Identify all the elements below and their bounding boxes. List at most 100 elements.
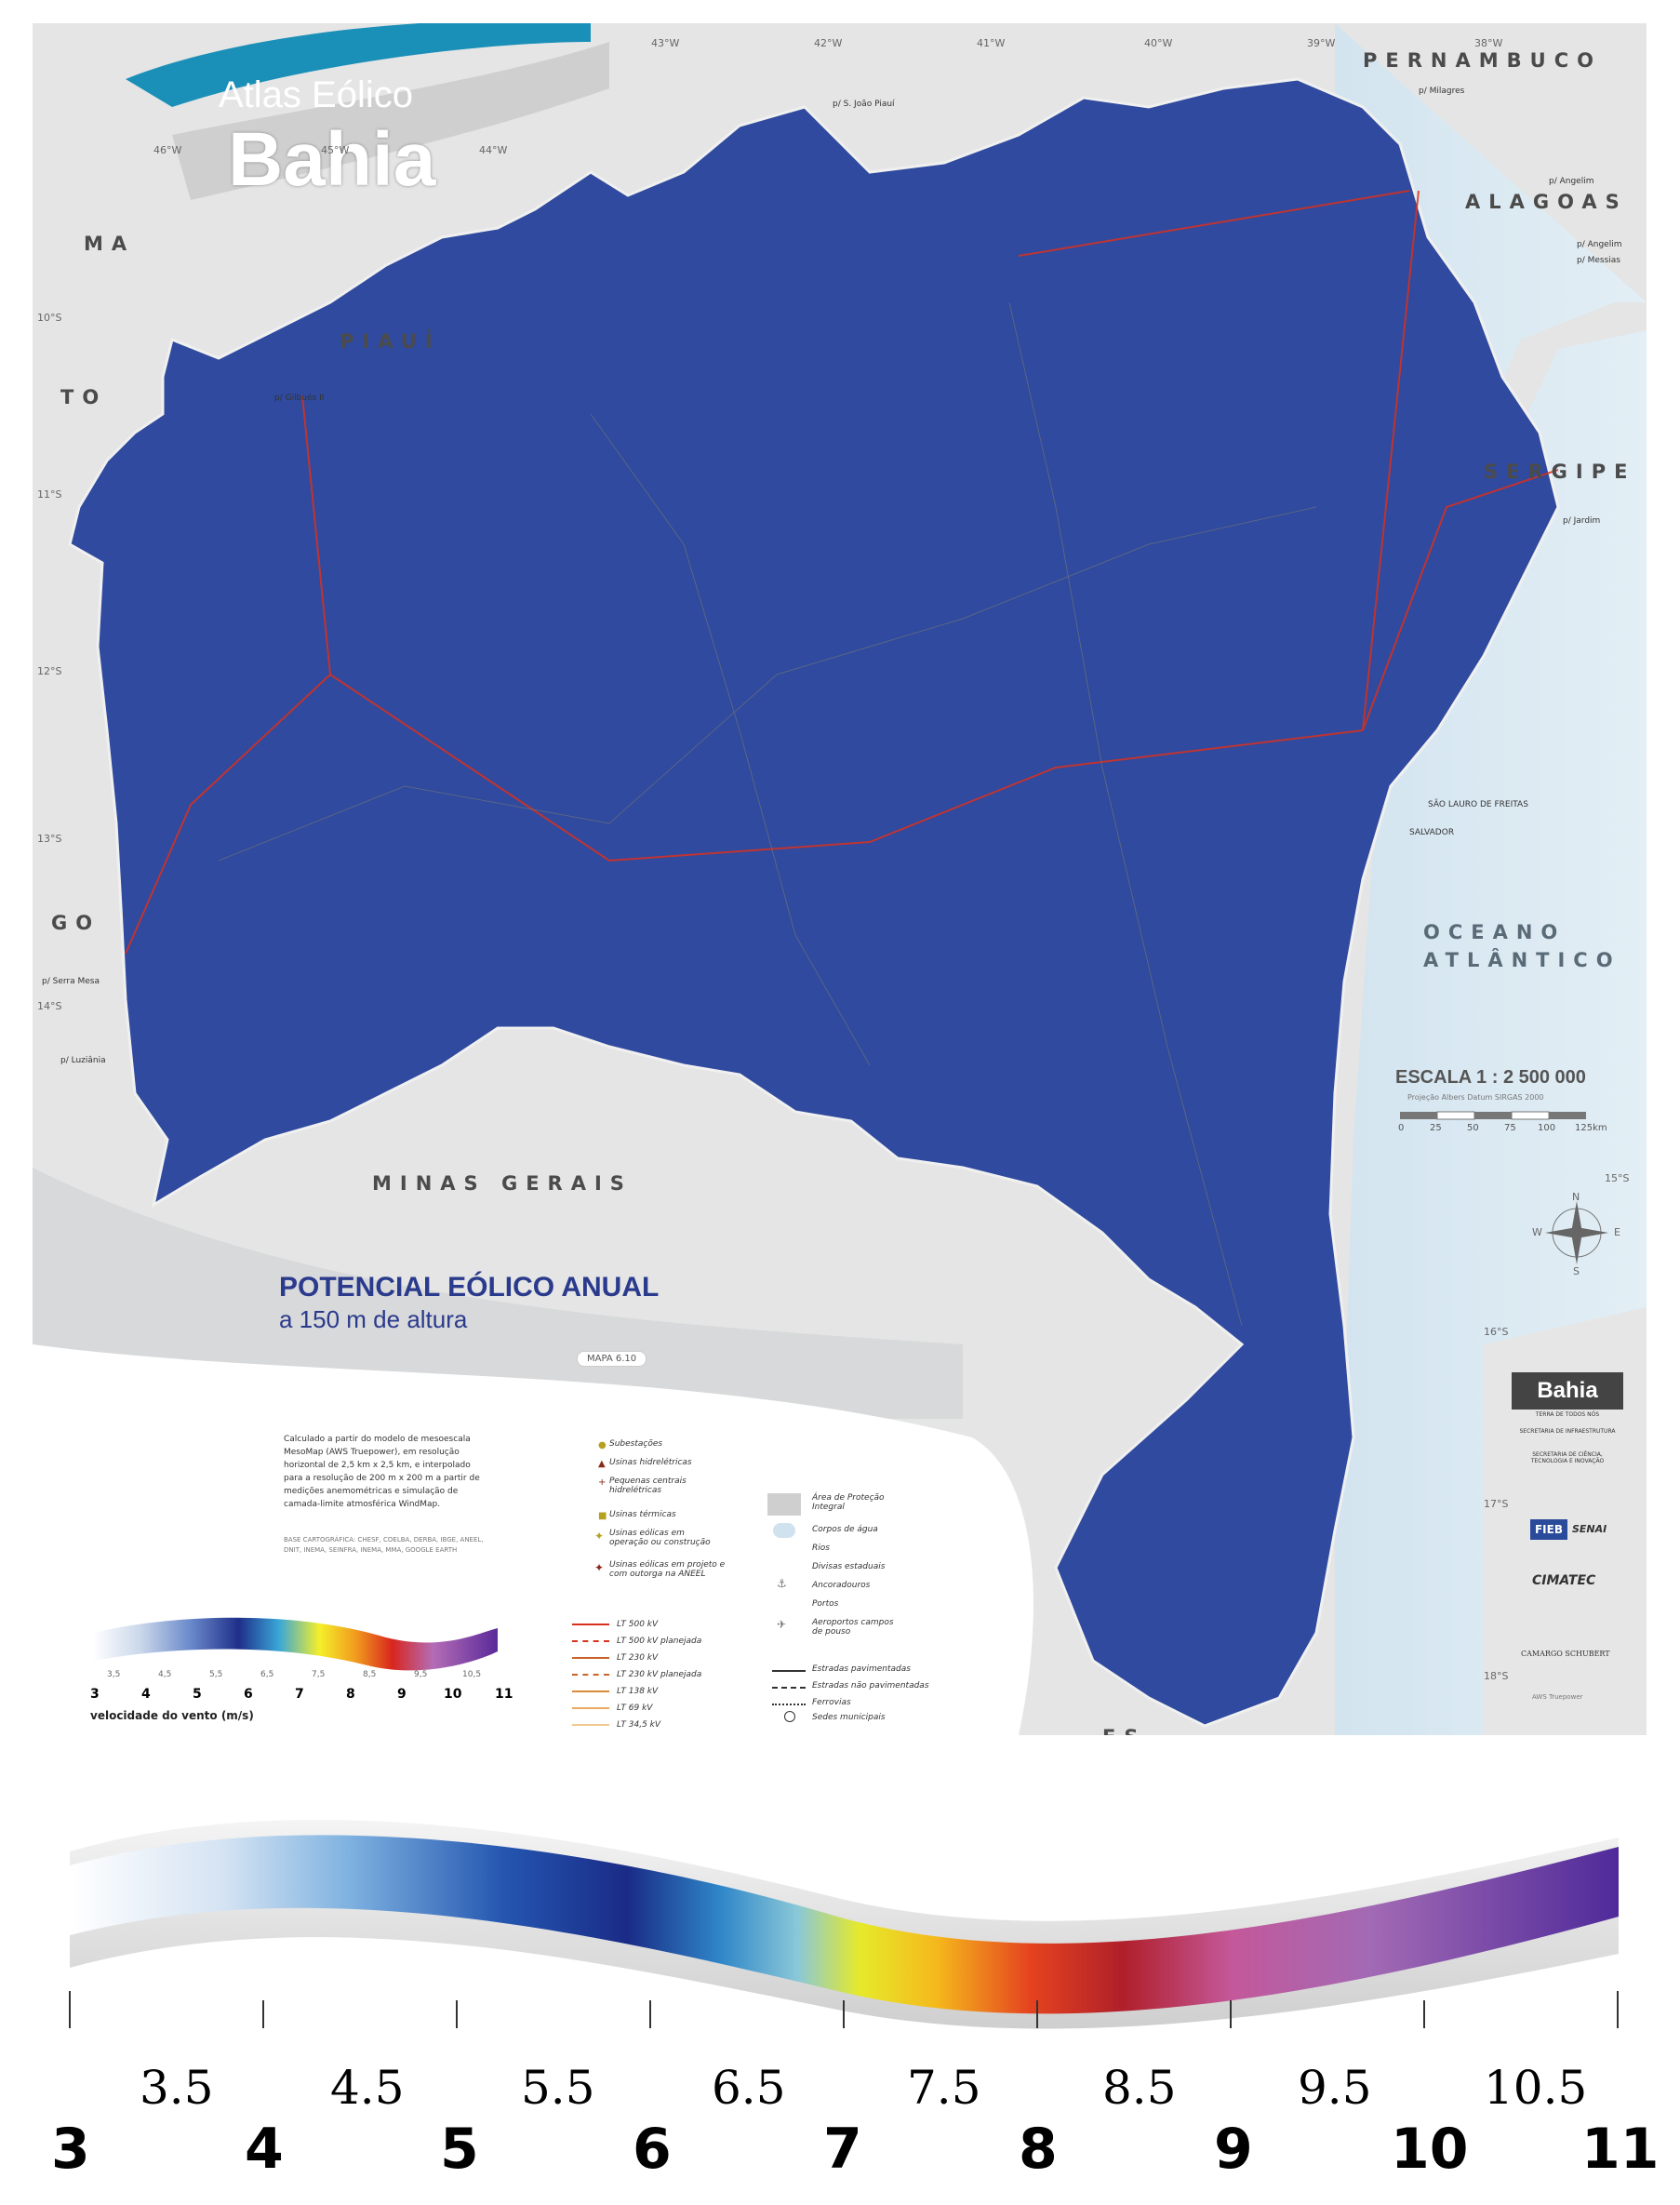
big-minor-tick: 3.5	[140, 2061, 214, 2115]
line-legend: LT 500 kV LT 500 kV planejada LT 230 kV …	[572, 1616, 701, 1733]
description-text: Calculado a partir do modelo de mesoesca…	[284, 1435, 480, 1509]
border-link: p/ Angelim	[1549, 177, 1594, 186]
big-major-tick: 8	[1019, 2117, 1058, 2182]
compass-rose	[1545, 1201, 1608, 1264]
wind-turbine-icon: ✦	[594, 1530, 605, 1543]
big-major-tick: 5	[440, 2117, 479, 2182]
scale-tick: 25	[1430, 1123, 1442, 1133]
legend-railways: Ferrovias	[812, 1698, 851, 1707]
line-label: LT 500 kV planejada	[617, 1637, 702, 1646]
line-legend-item: LT 34,5 kV	[572, 1717, 701, 1733]
big-minor-tick: 7.5	[907, 2061, 981, 2115]
line-legend-item: LT 230 kV	[572, 1650, 701, 1666]
line-legend-item: LT 69 kV	[572, 1700, 701, 1717]
border-link: p/ Jardim	[1563, 516, 1601, 526]
major-tick: 6	[244, 1687, 253, 1702]
lon-label: 45°W	[321, 144, 350, 156]
enlarged-colorbar	[69, 1820, 1619, 2029]
bahia-logo: Bahia	[1512, 1372, 1623, 1410]
small-colorbar-minor: 3,5 4,5 5,5 6,5 7,5 8,5 9,5 10,5	[90, 1670, 500, 1689]
map-poster: Atlas Eólico Bahia PERNAMBUCO ALAGOAS SE…	[33, 23, 1647, 1735]
lon-label: 40°W	[1144, 37, 1173, 49]
big-minor-tick: 5.5	[521, 2061, 595, 2115]
line-label: LT 138 kV	[617, 1687, 659, 1696]
lat-label: 16°S	[1484, 1326, 1509, 1338]
city-salvador: SALVADOR	[1409, 828, 1455, 837]
border-link: p/ Gilbués II	[274, 394, 325, 403]
border-link: p/ Milagres	[1419, 87, 1465, 96]
scale-tick: 50	[1467, 1123, 1479, 1133]
scale-note: Projeção Albers Datum SIRGAS 2000	[1407, 1093, 1544, 1102]
legend-wind-project: Usinas eólicas em projeto e com outorga …	[609, 1560, 726, 1579]
minor-tick: 10,5	[462, 1670, 482, 1679]
lon-label: 39°W	[1307, 37, 1336, 49]
big-minor-tick: 8.5	[1102, 2061, 1177, 2115]
aws-logo: AWS Truepower	[1532, 1693, 1583, 1701]
scale-tick: 0	[1398, 1123, 1405, 1133]
lat-label: 11°S	[37, 488, 62, 501]
legend-unpaved-roads: Estradas não pavimentadas	[812, 1681, 929, 1690]
minor-tick: 9,5	[414, 1670, 428, 1679]
state-piaui: PIAUÍ	[340, 330, 441, 353]
major-tick: 11	[495, 1687, 513, 1702]
line-swatch	[572, 1674, 609, 1676]
scale-label: ESCALA 1 : 2 500 000	[1395, 1067, 1586, 1088]
line-legend-item: LT 138 kV	[572, 1683, 701, 1700]
enlarged-tick-marks	[69, 1991, 1619, 2028]
legend-small-hydro: Pequenas centrais hidrelétricas	[609, 1477, 687, 1495]
legend-ports: Portos	[812, 1599, 839, 1609]
border-link: p/ Serra Mesa	[42, 977, 100, 986]
protected-area-swatch	[767, 1493, 801, 1516]
ocean-label-2: ATLÂNTICO	[1423, 949, 1621, 971]
compass-s: S	[1573, 1265, 1580, 1277]
colorbar-label: velocidade do vento (m/s)	[90, 1709, 254, 1722]
line-swatch	[572, 1624, 609, 1625]
thermal-icon: ■	[598, 1511, 607, 1521]
legend-hydro: Usinas hidrelétricas	[609, 1458, 692, 1467]
water-swatch	[773, 1523, 795, 1538]
lon-label: 44°W	[479, 144, 508, 156]
compass-n: N	[1572, 1191, 1580, 1203]
border-link: p/ Messias	[1577, 256, 1620, 265]
major-tick: 7	[295, 1687, 304, 1702]
lon-label: 38°W	[1474, 37, 1503, 49]
big-major-tick: 9	[1214, 2117, 1253, 2182]
small-hydro-icon: +	[598, 1477, 607, 1488]
legend-paved-roads: Estradas pavimentadas	[812, 1664, 911, 1674]
state-pernambuco: PERNAMBUCO	[1363, 49, 1602, 72]
state-es: ES	[1102, 1726, 1146, 1735]
minor-tick: 3,5	[107, 1670, 121, 1679]
major-tick: 8	[346, 1687, 355, 1702]
secretaria-cti: SECRETARIA DE CIÊNCIA, TECNOLOGIA E INOV…	[1530, 1451, 1605, 1464]
state-minas-gerais: MINAS GERAIS	[372, 1172, 633, 1195]
minor-tick: 7,5	[312, 1670, 326, 1679]
big-major-tick: 7	[823, 2117, 862, 2182]
description-sources: BASE CARTOGRÁFICA: CHESF, COELBA, DERBA,…	[284, 1536, 484, 1554]
small-colorbar-major: 3 4 5 6 7 8 9 10 11	[90, 1687, 518, 1705]
big-minor-tick: 9.5	[1298, 2061, 1372, 2115]
major-tick: 5	[193, 1687, 202, 1702]
legend-anchorages: Ancoradouros	[812, 1581, 871, 1590]
region-title: Bahia	[228, 117, 436, 202]
substation-icon: ●	[598, 1440, 607, 1450]
big-minor-tick: 10.5	[1484, 2061, 1588, 2115]
scale-tick: 75	[1504, 1123, 1516, 1133]
border-link: p/ S. João Piauí	[833, 100, 895, 109]
legend-protected-area: Área de Proteção Integral	[812, 1493, 885, 1512]
line-swatch	[572, 1724, 609, 1726]
scale-tick: 125km	[1575, 1123, 1607, 1133]
big-minor-tick: 6.5	[712, 2061, 786, 2115]
lat-label: 10°S	[37, 312, 62, 324]
state-sergipe: SERGIPE	[1484, 461, 1636, 483]
legend-municipal-seats: Sedes municipais	[812, 1713, 886, 1722]
big-major-tick: 11	[1581, 2117, 1660, 2182]
airport-icon: ✈	[777, 1618, 787, 1631]
map-canvas	[33, 23, 1647, 1735]
lat-label: 15°S	[1605, 1172, 1630, 1184]
secretaria-infra: SECRETARIA DE INFRAESTRUTURA	[1519, 1428, 1616, 1435]
lon-label: 41°W	[977, 37, 1006, 49]
city-lauro-de-freitas: SÃO LAURO DE FREITAS	[1428, 800, 1528, 809]
major-tick: 3	[90, 1687, 100, 1702]
lat-label: 17°S	[1484, 1498, 1509, 1510]
line-label: LT 69 kV	[617, 1704, 653, 1713]
